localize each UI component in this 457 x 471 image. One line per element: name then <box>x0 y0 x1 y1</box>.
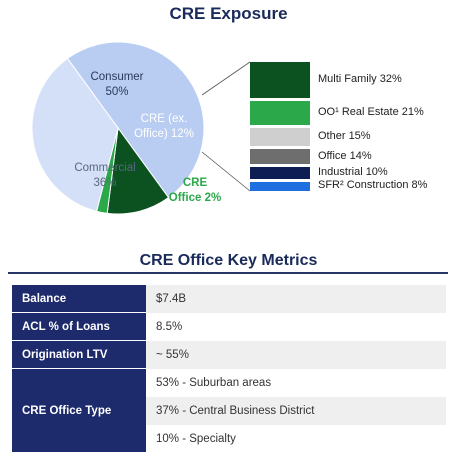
legend-label-1: OO¹ Real Estate 21% <box>318 106 424 119</box>
metric-label: Origination LTV <box>12 340 146 369</box>
metric-label: ACL % of Loans <box>12 312 146 341</box>
table-row-balance: Balance $7.4B <box>12 285 446 313</box>
chart-title: CRE Exposure <box>169 4 288 23</box>
metric-value: 37% - Central Business District <box>146 396 446 425</box>
key-metrics-table: Balance $7.4B ACL % of Loans 8.5% Origin… <box>12 285 446 453</box>
legend-label-0: Multi Family 32% <box>318 73 402 86</box>
pie-label-commercial: Commercial <box>74 162 135 174</box>
legend-label-4: Industrial 10% <box>318 166 388 179</box>
table-row-origination-ltv: Origination LTV ~ 55% <box>12 340 446 369</box>
connector-line-top <box>201 61 251 96</box>
legend-swatch-3 <box>250 148 310 165</box>
connector-line-bottom <box>201 151 251 192</box>
legend-swatch-5 <box>250 181 310 191</box>
legend-label-3: Office 14% <box>318 149 372 162</box>
table-row-office-type: CRE Office Type 53% - Suburban areas <box>12 368 446 453</box>
pie-label-cre-office: CRE <box>183 177 208 189</box>
metrics-title-rule <box>8 272 448 274</box>
metric-value: 8.5% <box>146 312 446 341</box>
metric-value: 53% - Suburban areas <box>146 368 446 397</box>
pie-label-cre-ex-office-value: Office) 12% <box>134 128 194 140</box>
metric-value: 10% - Specialty <box>146 424 446 453</box>
pie-label-consumer: Consumer <box>90 71 143 83</box>
pie-slice-cre-ex-office <box>106 126 170 215</box>
pie-slice-commercial <box>31 57 119 212</box>
pie-label-cre-ex-office: CRE (ex. <box>141 113 188 125</box>
legend-swatch-4 <box>250 167 310 179</box>
legend-swatch-2 <box>250 128 310 146</box>
table-row-office-type-2: 37% - Central Business District <box>12 396 446 425</box>
metric-label: Balance <box>12 285 146 313</box>
cre-exposure-chart: Consumer 50% CRE (ex. Office) 12% CRE Of… <box>31 41 251 215</box>
pie-label-consumer-value: 50% <box>105 86 128 98</box>
table-row-acl: ACL % of Loans 8.5% <box>12 312 446 341</box>
metric-label: CRE Office Type <box>12 368 146 453</box>
legend-swatch-0 <box>250 62 310 99</box>
pie-slice-consumer <box>66 41 205 199</box>
legend-swatch-1 <box>250 101 310 126</box>
metrics-title: CRE Office Key Metrics <box>139 252 318 269</box>
pie-label-commercial-value: 36% <box>93 177 116 189</box>
legend-label-2: Other 15% <box>318 129 371 142</box>
metric-value: $7.4B <box>146 285 446 313</box>
pie-label-cre-office-value: Office 2% <box>169 192 221 204</box>
table-row-office-type-3: 10% - Specialty <box>12 424 446 453</box>
legend-label-5: SFR² Construction 8% <box>318 179 428 192</box>
metric-value: ~ 55% <box>146 340 446 369</box>
